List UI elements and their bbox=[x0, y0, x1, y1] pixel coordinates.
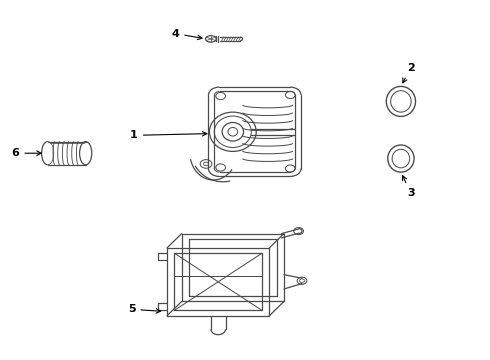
Text: 2: 2 bbox=[403, 63, 415, 83]
Text: 6: 6 bbox=[12, 148, 41, 158]
Text: 3: 3 bbox=[402, 176, 415, 198]
Text: 4: 4 bbox=[172, 28, 202, 40]
Text: 5: 5 bbox=[128, 304, 161, 314]
Text: 1: 1 bbox=[130, 130, 207, 140]
